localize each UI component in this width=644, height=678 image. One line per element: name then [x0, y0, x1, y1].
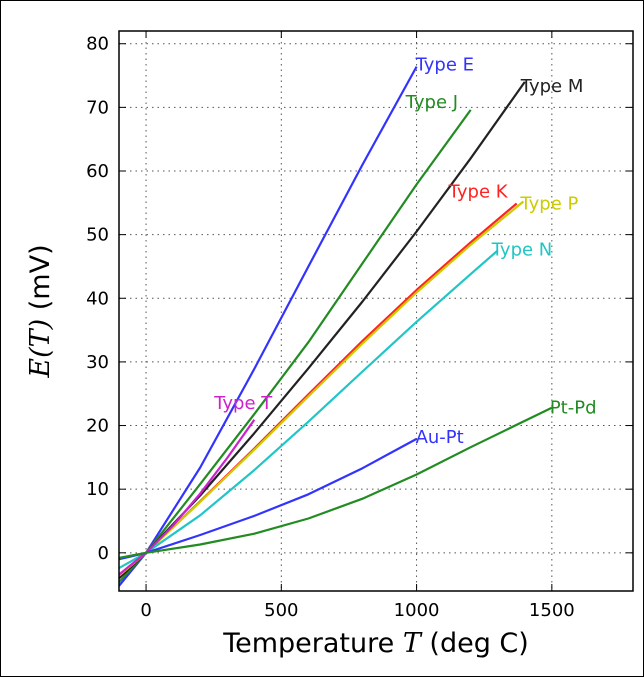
series-line-type-j — [119, 109, 472, 583]
y-axis-title-symbol: E(T) — [25, 319, 56, 379]
series-label-type-m: Type M — [520, 76, 584, 97]
x-axis-title-suffix: (deg C) — [421, 628, 529, 659]
tick-layer: 0 500 1000 1500 0 10 20 30 40 50 60 70 80 — [86, 31, 633, 621]
y-tick-label-80: 80 — [86, 34, 109, 55]
y-axis-title: E(T) (mV) — [25, 244, 56, 378]
x-axis-title: Temperature T (deg C) — [222, 628, 529, 659]
series-label-type-t: Type T — [213, 393, 273, 414]
series-label-type-n: Type N — [491, 240, 553, 261]
x-axis-title-prefix: Temperature — [222, 628, 403, 659]
series-label-type-e: Type E — [415, 55, 474, 76]
series-line-type-e — [119, 66, 418, 587]
series-layer — [119, 66, 553, 587]
x-tick-label-1500: 1500 — [529, 600, 575, 621]
y-axis-title-suffix: (mV) — [25, 244, 56, 318]
x-tick-label-500: 500 — [264, 600, 298, 621]
y-tick-label-50: 50 — [86, 225, 109, 246]
series-label-layer: Type E Type J Type M Type K Type P Type N Type… — [213, 55, 596, 448]
y-tick-label-30: 30 — [86, 352, 109, 373]
series-line-type-t — [119, 419, 256, 576]
series-label-pt-pd: Pt-Pd — [550, 398, 597, 419]
y-tick-label-70: 70 — [86, 97, 109, 118]
x-tick-label-0: 0 — [140, 600, 151, 621]
series-line-type-n — [119, 249, 499, 570]
y-tick-label-40: 40 — [86, 288, 109, 309]
plot-border — [118, 30, 634, 592]
series-label-type-p: Type P — [519, 194, 578, 215]
x-axis-title-symbol: T — [403, 628, 423, 659]
y-tick-label-20: 20 — [86, 416, 109, 437]
series-line-pt-pd — [119, 406, 553, 559]
series-label-type-j: Type J — [405, 92, 458, 113]
y-tick-label-0: 0 — [98, 543, 109, 564]
series-label-au-pt: Au-Pt — [416, 427, 464, 448]
y-tick-label-60: 60 — [86, 161, 109, 182]
series-label-type-k: Type K — [448, 181, 509, 202]
x-tick-label-1000: 1000 — [394, 600, 440, 621]
y-tick-label-10: 10 — [86, 479, 109, 500]
series-line-type-m — [119, 81, 526, 580]
